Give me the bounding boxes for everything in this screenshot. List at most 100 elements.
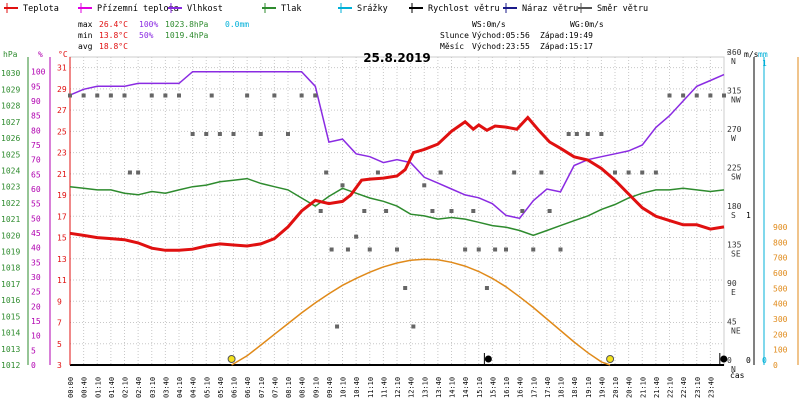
celsius-axis-title: °C — [58, 50, 68, 59]
wind-direction-point — [108, 93, 113, 98]
wind-direction-point — [163, 93, 168, 98]
chart-series — [68, 70, 728, 366]
hpa-tick-label: 1023 — [1, 183, 20, 192]
wind-direction-point — [574, 132, 579, 136]
wind-direction-point — [449, 209, 454, 213]
wind-direction-point — [463, 247, 468, 252]
x-tick-label: 16:10 — [503, 377, 511, 398]
x-tick-label: 23:10 — [694, 377, 702, 398]
ws-value: WS:0m/s — [472, 20, 506, 29]
wind-direction-point — [272, 93, 277, 98]
x-tick-label: 06:40 — [244, 377, 252, 398]
hpa-tick-label: 1019 — [1, 248, 20, 257]
wind-direction-point — [340, 183, 345, 188]
percent-tick-label: 65 — [31, 170, 41, 179]
percent-axis-title: % — [38, 50, 43, 59]
percent-tick-label: 90 — [31, 97, 41, 106]
x-tick-label: 07:10 — [258, 377, 266, 398]
wind-direction-point — [476, 247, 481, 252]
x-tick-label: 20:10 — [612, 377, 620, 398]
stat-min-temp: 13.8°C — [99, 31, 128, 40]
x-tick-label: 03:40 — [162, 377, 170, 398]
wind-direction-point — [204, 132, 209, 136]
ms-tick-label: 1 — [746, 211, 751, 220]
x-tick-label: 19:10 — [585, 377, 593, 398]
percent-tick-label: 95 — [31, 82, 41, 91]
celsius-tick-label: 27 — [57, 106, 67, 115]
wind-direction-point — [539, 170, 544, 175]
solar-tick-label: 400 — [773, 300, 788, 309]
celsius-tick-label: 3 — [57, 361, 62, 370]
direction-tick-num: 45 — [727, 318, 737, 327]
chart-legend: Teplota Přízemní teplota Vlhkost Tlak Srážky… — [4, 3, 648, 14]
direction-tick-dir: NE — [731, 327, 741, 336]
mm-axis-title: mm — [758, 50, 768, 59]
wind-direction-point — [411, 324, 416, 329]
x-tick-label: 06:10 — [231, 377, 239, 398]
hpa-tick-label: 1020 — [1, 231, 20, 240]
hpa-tick-label: 1028 — [1, 102, 20, 111]
wind-direction-point — [149, 93, 154, 98]
wind-direction-point — [504, 247, 508, 252]
x-tick-label: 04:40 — [190, 377, 198, 398]
percent-tick-label: 60 — [31, 185, 41, 194]
stat-min-hum: 50% — [139, 31, 154, 40]
wind-direction-point — [362, 209, 367, 213]
percent-tick-label: 10 — [31, 332, 41, 341]
chart-axes: hPa1012101310141015101610171018101910201… — [1, 48, 799, 398]
x-tick-label: 14:10 — [449, 377, 457, 398]
wind-direction-point — [681, 93, 686, 98]
direction-tick-dir: N — [731, 365, 736, 374]
sun-rise: Východ:05:56 — [472, 31, 530, 40]
legend-label: Náraz větru — [522, 4, 578, 14]
wind-direction-point — [694, 93, 699, 98]
wind-direction-point — [403, 286, 408, 290]
wind-direction-point — [318, 209, 323, 213]
percent-tick-label: 55 — [31, 200, 41, 209]
hpa-tick-label: 1021 — [1, 215, 20, 224]
percent-tick-label: 0 — [31, 361, 36, 370]
wind-direction-point — [231, 132, 236, 136]
celsius-tick-label: 5 — [57, 340, 62, 349]
hpa-tick-label: 1024 — [1, 166, 20, 175]
celsius-tick-label: 31 — [57, 64, 67, 73]
wind-direction-point — [708, 93, 713, 98]
x-tick-label: 20:40 — [626, 377, 634, 398]
x-tick-label: 22:40 — [680, 377, 688, 398]
x-tick-label: 01:40 — [108, 377, 116, 398]
celsius-tick-label: 11 — [57, 276, 67, 285]
stat-avg-label: avg — [78, 42, 93, 51]
wind-direction-point — [324, 170, 329, 175]
percent-tick-label: 15 — [31, 317, 41, 326]
x-tick-label: 08:10 — [285, 377, 293, 398]
ms-axis-title: m/s — [744, 50, 759, 59]
stat-max-hum: 100% — [139, 20, 158, 29]
stat-max-press: 1023.8hPa — [165, 20, 209, 29]
wind-direction-point — [217, 132, 222, 136]
celsius-tick-label: 19 — [57, 191, 67, 200]
series-humidity-line — [69, 70, 725, 220]
sun-set: Západ:19:49 — [540, 31, 593, 40]
celsius-tick-label: 13 — [57, 255, 67, 264]
wind-direction-point — [136, 170, 141, 175]
moon-set: Západ:15:17 — [540, 42, 593, 51]
hpa-tick-label: 1017 — [1, 280, 20, 289]
wind-direction-point — [127, 170, 132, 175]
celsius-tick-label: 7 — [57, 319, 62, 328]
wind-direction-point — [258, 132, 263, 136]
solar-tick-label: 500 — [773, 284, 788, 293]
wind-direction-point — [430, 209, 435, 213]
percent-tick-label: 45 — [31, 229, 41, 238]
direction-tick-dir: N — [731, 57, 736, 66]
wind-direction-point — [81, 93, 86, 98]
direction-tick-num: 135 — [727, 241, 742, 250]
direction-tick-num: 225 — [727, 164, 742, 173]
wind-direction-point — [245, 93, 250, 98]
x-tick-label: 09:40 — [326, 377, 334, 398]
moon-rise: Východ:23:55 — [472, 42, 530, 51]
hpa-tick-label: 1022 — [1, 199, 20, 208]
solar-tick-label: 900 — [773, 223, 788, 232]
stat-max-label: max — [78, 20, 93, 29]
hpa-tick-label: 1030 — [1, 69, 20, 78]
celsius-tick-label: 23 — [57, 149, 67, 158]
